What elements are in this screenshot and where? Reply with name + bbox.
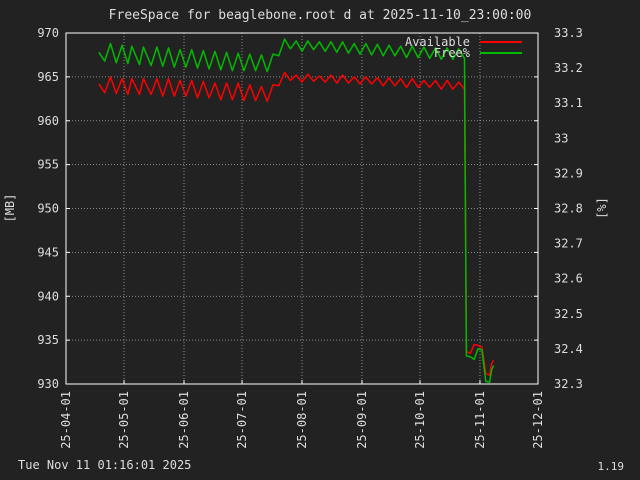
x-tick-label: 25-07-01: [235, 391, 249, 449]
series-line-available: [98, 71, 495, 376]
x-tick-label: 25-11-01: [473, 391, 487, 449]
y2-tick-label: 32.6: [554, 272, 583, 286]
y-axis-ticks: 930 935 940 945 950 955 960 965 970: [37, 26, 538, 391]
y-axis-label: [MB]: [3, 194, 17, 223]
y-tick-label: 935: [37, 333, 59, 347]
y2-tick-label: 33: [554, 131, 568, 145]
y-tick-label: 970: [37, 26, 59, 40]
y2-axis-label: [%]: [595, 197, 609, 219]
y2-tick-label: 33.1: [554, 96, 583, 110]
y-tick-label: 930: [37, 377, 59, 391]
y-tick-label: 965: [37, 70, 59, 84]
x-tick-label: 25-05-01: [117, 391, 131, 449]
series-lines: [98, 38, 495, 383]
x-tick-label: 25-12-01: [531, 391, 545, 449]
y-tick-label: 950: [37, 202, 59, 216]
y2-tick-label: 32.8: [554, 202, 583, 216]
y-tick-label: 945: [37, 245, 59, 259]
x-tick-label: 25-04-01: [59, 391, 73, 449]
legend-label: Free%: [434, 46, 471, 60]
footer-version: 1.19: [597, 460, 625, 473]
x-tick-label: 25-08-01: [295, 391, 309, 449]
x-tick-label: 25-09-01: [355, 391, 369, 449]
y-tick-label: 940: [37, 289, 59, 303]
y2-tick-label: 33.2: [554, 61, 583, 75]
footer-timestamp: Tue Nov 11 01:16:01 2025: [18, 458, 192, 472]
x-tick-label: 25-10-01: [413, 391, 427, 449]
y2-tick-label: 32.5: [554, 307, 583, 321]
x-axis-ticks: 25-04-01 25-05-01 25-06-01 25-07-01 25-08-01…: [59, 380, 545, 449]
chart-title: FreeSpace for beaglebone.root d at 2025-…: [108, 8, 532, 23]
y2-axis-ticks: 32.3 32.4 32.5 32.6 32.7 32.8 32.9 33 33.1 33.2 33…: [554, 26, 583, 391]
y-tick-label: 955: [37, 158, 59, 172]
y-tick-label: 960: [37, 114, 59, 128]
y2-tick-label: 33.3: [554, 26, 583, 40]
legend-label: Available: [405, 35, 470, 49]
plot-area: [66, 33, 538, 384]
x-tick-label: 25-06-01: [177, 391, 191, 449]
y2-tick-label: 32.7: [554, 237, 583, 251]
y2-tick-label: 32.4: [554, 342, 583, 356]
y2-tick-label: 32.3: [554, 377, 583, 391]
y2-tick-label: 32.9: [554, 166, 583, 180]
series-line-free: [98, 38, 495, 383]
